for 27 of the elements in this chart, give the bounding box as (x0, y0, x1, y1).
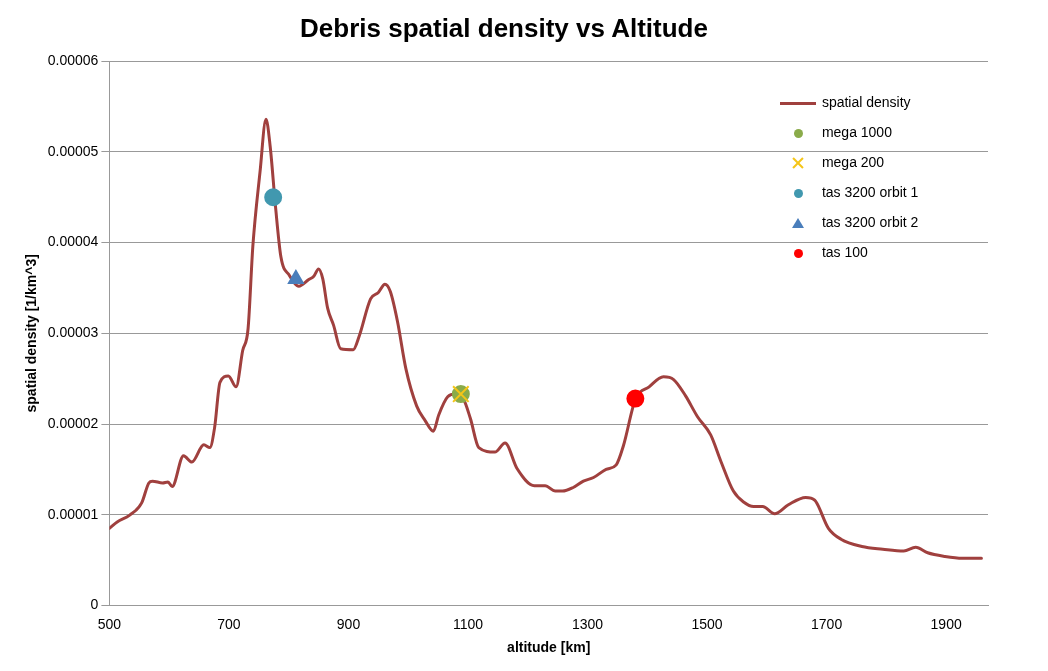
y-tick-label: 0 (90, 596, 99, 613)
chart-title: Debris spatial density vs Altitude (300, 12, 708, 43)
x-tick-label: 700 (217, 615, 241, 632)
y-tick-label: 0.00001 (47, 505, 99, 522)
y-tick-label: 0.00003 (47, 324, 99, 341)
y-tick-label: 0.00004 (47, 233, 99, 250)
x-tick-label: 1100 (452, 615, 484, 632)
line-series (109, 117, 983, 560)
y-axis-title: spatial density [1/km^3] (23, 254, 40, 413)
y-tick-label: 0.00002 (47, 414, 99, 431)
y-tick-label: 0.00005 (47, 142, 99, 159)
x-tick-label: 1700 (811, 615, 843, 632)
x-tick-label: 1300 (571, 615, 604, 632)
point (264, 188, 283, 207)
x-axis-title: altitude [km] (507, 639, 591, 656)
x-tick-label: 1900 (930, 615, 962, 632)
x-tick-label: 900 (336, 615, 361, 632)
legend-label: tas 100 (821, 244, 868, 261)
x-tick-label: 1500 (691, 615, 723, 632)
legend-label: mega 200 (821, 154, 885, 171)
legend-label: mega 1000 (821, 124, 892, 141)
legend-label: tas 3200 orbit 2 (821, 214, 919, 231)
x-tick-label: 500 (97, 615, 122, 632)
y-tick-label: 0.00006 (47, 52, 99, 69)
point (626, 389, 645, 408)
legend-label: tas 3200 orbit 1 (821, 184, 919, 201)
legend-label: spatial density (821, 94, 911, 111)
